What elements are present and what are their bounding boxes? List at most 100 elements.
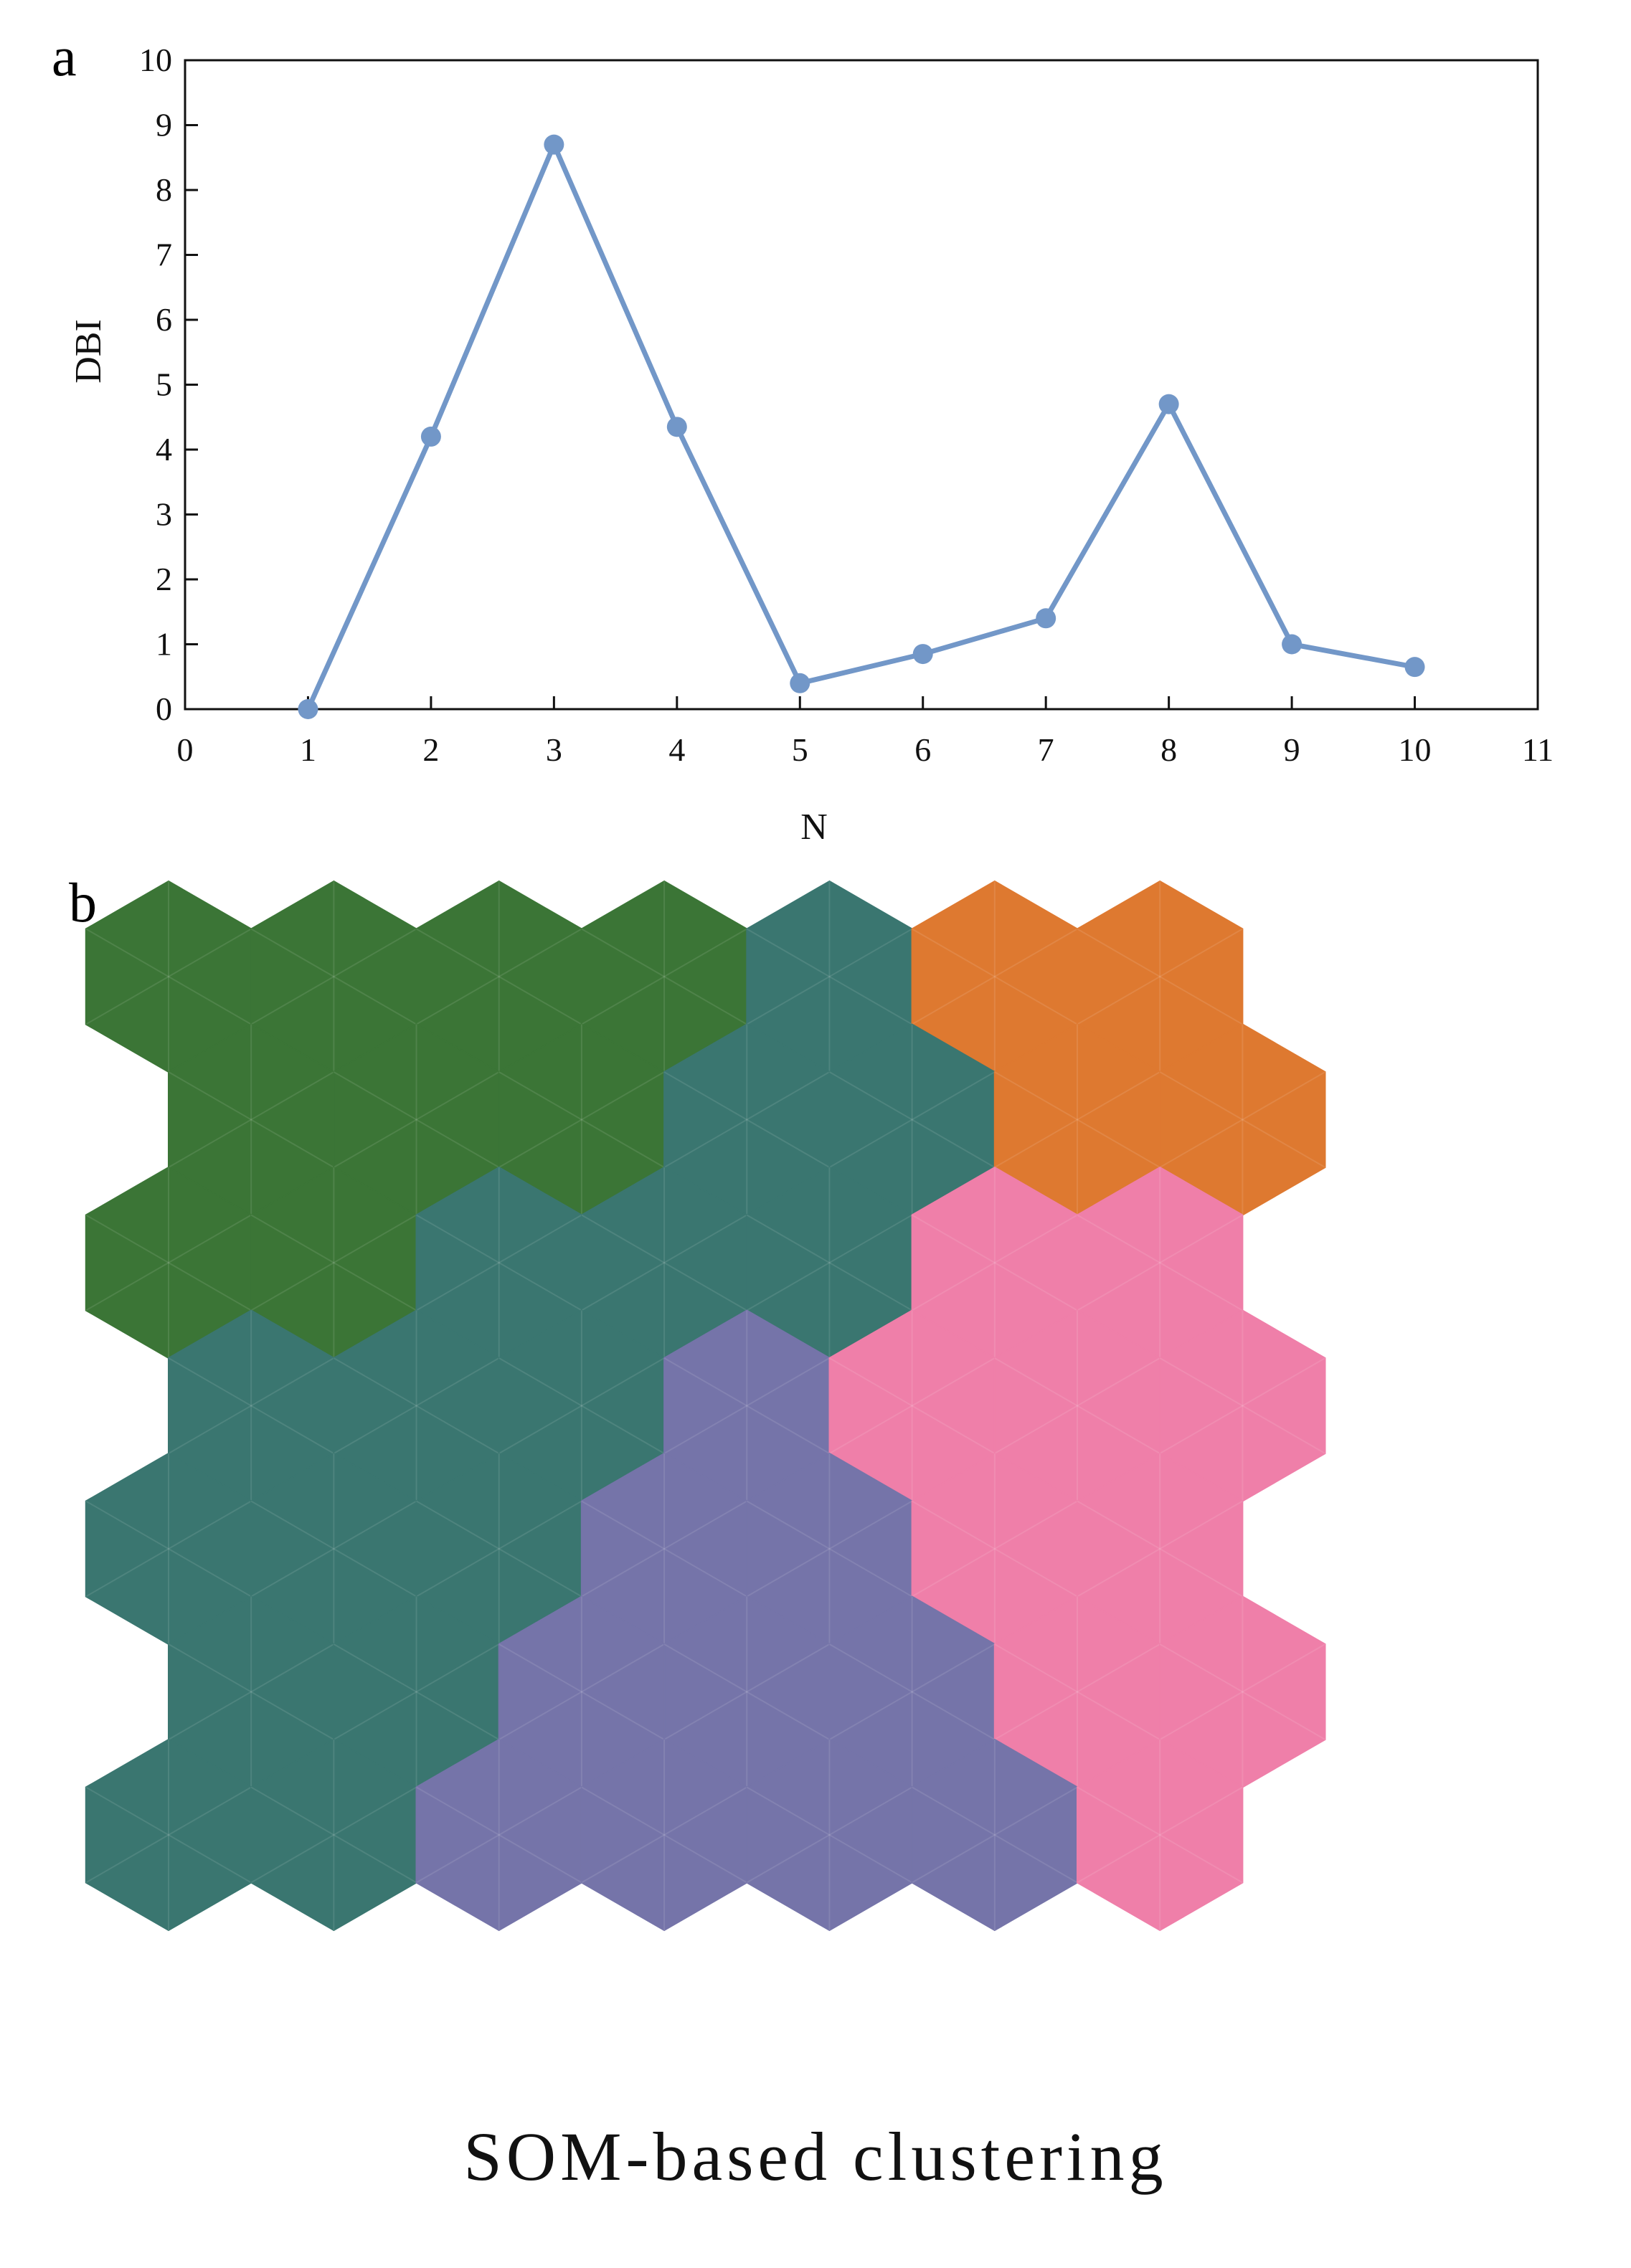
som-hex-facet-line (416, 928, 582, 1025)
som-hex-facet-line (912, 928, 1078, 1025)
som-hex-facet-line (1077, 1500, 1243, 1598)
y-axis-title: DBI (68, 319, 109, 384)
y-tick-label: 5 (156, 366, 172, 403)
som-hex-facet-line (1159, 1357, 1326, 1454)
som-hex-facet-line (581, 1214, 747, 1311)
y-tick-label: 8 (156, 171, 172, 208)
som-hex-facet-line (168, 1643, 334, 1740)
y-tick-label: 2 (156, 561, 172, 597)
som-hex-facet-line (746, 1500, 913, 1598)
dbi-series-line (306, 142, 1416, 711)
data-point (666, 417, 687, 437)
som-hex-facet-line (663, 1071, 830, 1168)
som-hex-facet-line (1077, 1786, 1243, 1884)
y-tick-label: 0 (156, 691, 172, 727)
data-point (1036, 608, 1056, 629)
som-hex-facet-line (333, 1071, 500, 1168)
dbi-series-points (298, 134, 1425, 719)
som-hex-facet-line (333, 1357, 500, 1454)
x-tick-label: 2 (422, 731, 439, 768)
som-hex-facet-line (828, 1071, 996, 1168)
som-hex-facet-line (994, 1071, 1160, 1168)
som-hex-map (85, 880, 1326, 1932)
som-hex-facet-line (912, 1786, 1078, 1884)
som-hex-facet-line (1077, 1214, 1243, 1311)
y-axis-ticks: 0 1 2 3 4 5 6 7 8 9 10 (139, 42, 198, 727)
som-hex-facet-line (168, 1071, 334, 1168)
som-hex-facet-line (994, 1643, 1160, 1740)
som-hex-facet-line (581, 1786, 747, 1884)
som-hex-facet-line (746, 1500, 913, 1598)
x-tick-label: 0 (177, 731, 194, 768)
som-hex-facet-line (250, 928, 417, 1025)
som-hex-facet-line (663, 1643, 830, 1740)
som-hex-facet-line (1077, 928, 1243, 1025)
x-tick-label: 8 (1160, 731, 1177, 768)
som-hex-facet-line (828, 1071, 996, 1168)
data-point (1158, 394, 1179, 414)
x-tick-label: 4 (668, 731, 685, 768)
som-hex-facet-line (498, 1643, 665, 1740)
som-hex-facet-line (85, 928, 252, 1025)
som-hex-facet-line (85, 1786, 252, 1884)
som-hex-facet-line (994, 1071, 1160, 1168)
som-hex-facet-line (1077, 1500, 1243, 1598)
som-hex-facet-line (250, 1214, 417, 1311)
som-hex-facet-line (168, 1357, 334, 1454)
panel-label-a: a (52, 25, 77, 87)
som-hex-facet-line (912, 1214, 1078, 1311)
som-hex-facet-line (994, 1643, 1160, 1740)
som-hex-facet-line (1077, 928, 1243, 1025)
som-hex-facet-line (828, 1357, 996, 1454)
som-hex-facet-line (1159, 1071, 1326, 1168)
som-hex-facet-line (498, 1643, 665, 1740)
som-hex-facet-line (333, 1071, 500, 1168)
y-tick-label: 4 (156, 431, 172, 468)
x-axis-ticks: 0 1 2 3 4 5 6 7 8 9 10 11 (177, 696, 1554, 768)
som-hex-facet-line (746, 928, 913, 1025)
som-hex-facet-line (416, 1786, 582, 1884)
som-hex-facet-line (168, 1357, 334, 1454)
som-hex-facet-line (746, 1214, 913, 1311)
som-hex-facet-line (581, 1214, 747, 1311)
som-hex-facet-line (1077, 1786, 1243, 1884)
x-tick-label: 3 (546, 731, 562, 768)
som-hex-facet-line (333, 1643, 500, 1740)
som-hex-facet-line (333, 1643, 500, 1740)
x-tick-label: 6 (914, 731, 931, 768)
x-tick-label: 11 (1522, 731, 1554, 768)
som-hex-grid (85, 880, 1326, 1932)
som-hex-facet-line (828, 1357, 996, 1454)
som-hex-facet-line (498, 1357, 665, 1454)
som-hex-facet-line (250, 1214, 417, 1311)
data-point (298, 699, 318, 719)
som-hex-facet-line (416, 1500, 582, 1598)
som-hex-facet-line (912, 1786, 1078, 1884)
som-hex-facet-line (1159, 1357, 1326, 1454)
som-hex-facet-line (168, 1071, 334, 1168)
panel-label-b: b (69, 871, 97, 934)
som-hex-facet-line (250, 1500, 417, 1598)
som-hex-facet-line (250, 1786, 417, 1884)
som-hex-facet-line (1159, 1071, 1326, 1168)
som-hex-facet-line (498, 1071, 665, 1168)
y-tick-label: 6 (156, 301, 172, 338)
som-hex-facet-line (746, 928, 913, 1025)
som-hex-facet-line (828, 1643, 996, 1740)
som-hex-facet-line (168, 1643, 334, 1740)
som-hex-facet-line (912, 1214, 1078, 1311)
som-hex-facet-line (416, 928, 582, 1025)
y-tick-label: 9 (156, 107, 172, 143)
som-hex-facet-line (994, 1357, 1160, 1454)
x-tick-label: 7 (1038, 731, 1054, 768)
som-hex-facet-line (912, 1500, 1078, 1598)
dbi-line-chart: 0 1 2 3 4 5 6 7 8 9 10 0 1 2 3 4 5 6 7 8 9 10 11 DBI N (68, 42, 1554, 848)
data-point (1282, 634, 1303, 655)
som-hex-facet-line (746, 1786, 913, 1884)
som-hex-facet-line (746, 1214, 913, 1311)
som-hex-facet-line (912, 928, 1078, 1025)
som-hex-facet-line (1159, 1643, 1326, 1740)
som-hex-facet-line (250, 1786, 417, 1884)
y-tick-label: 10 (139, 42, 172, 78)
som-hex-facet-line (85, 1500, 252, 1598)
